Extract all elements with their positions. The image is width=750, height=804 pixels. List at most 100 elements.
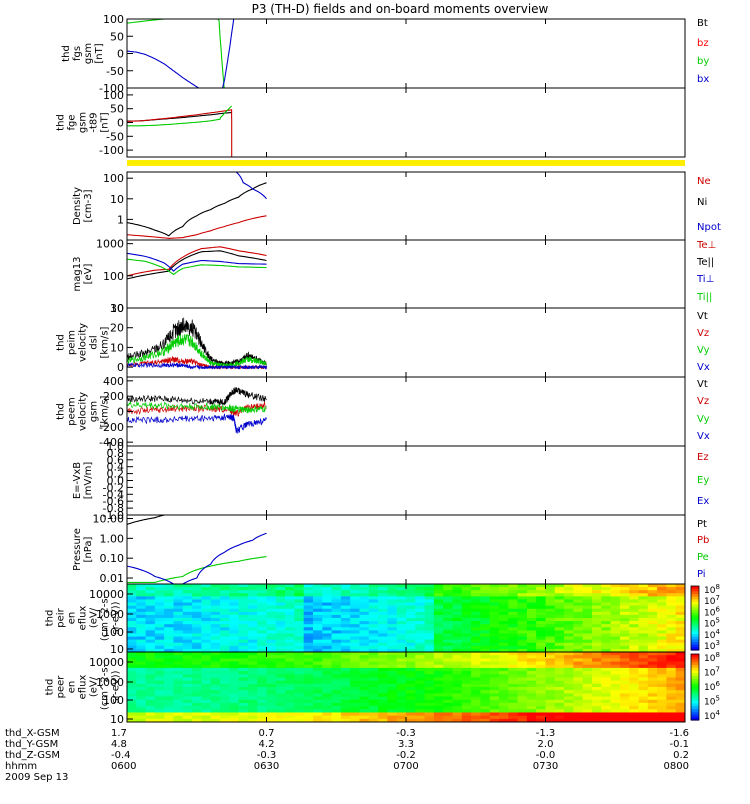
y-axis-label: [km/s] — [100, 326, 111, 358]
heatmap-cell — [127, 652, 137, 656]
heatmap-cell — [564, 605, 574, 610]
heatmap-cell — [471, 664, 481, 669]
heatmap-cell — [210, 587, 221, 591]
heatmap-cell — [247, 599, 258, 604]
heatmap-cell — [350, 642, 361, 647]
heatmap-cell — [350, 696, 361, 701]
heatmap-cell — [136, 605, 147, 610]
heatmap-cell — [471, 599, 481, 604]
heatmap-cell — [220, 709, 230, 714]
heatmap-cell — [313, 680, 323, 685]
heatmap-cell — [229, 584, 240, 588]
heatmap-cell — [406, 602, 416, 607]
heatmap-cell — [489, 677, 500, 682]
heatmap-cell — [359, 661, 370, 666]
heatmap-cell — [210, 642, 221, 647]
heatmap-cell — [247, 645, 258, 650]
heatmap-cell — [285, 596, 295, 601]
heatmap-cell — [378, 587, 388, 591]
heatmap-cell — [201, 593, 212, 597]
heatmap-cell — [619, 690, 630, 694]
heatmap-cell — [657, 645, 667, 650]
heatmap-cell — [154, 655, 165, 659]
heatmap-cell — [629, 611, 640, 616]
heatmap-cell — [517, 718, 528, 722]
heatmap-cell — [647, 605, 658, 610]
heatmap-cell — [294, 645, 305, 650]
heatmap-cell — [545, 642, 556, 647]
heatmap-cell — [666, 593, 677, 597]
heatmap-cell — [275, 630, 286, 635]
heatmap-cell — [610, 614, 621, 619]
heatmap-cell — [294, 699, 305, 704]
heatmap-cell — [359, 648, 370, 652]
colorbar-step — [691, 689, 699, 694]
heatmap-cell — [582, 709, 593, 714]
heatmap-cell — [406, 655, 416, 659]
heatmap-cell — [229, 630, 240, 635]
heatmap-cell — [573, 624, 584, 628]
ephemeris-value: -0.1 — [669, 739, 689, 750]
heatmap-cell — [303, 608, 314, 613]
heatmap-cell — [499, 664, 509, 669]
heatmap-cell — [666, 584, 677, 588]
heatmap-cell — [582, 593, 593, 597]
heatmap-cell — [638, 658, 649, 663]
heatmap-cell — [127, 624, 137, 628]
heatmap-cell — [350, 683, 361, 688]
heatmap-cell — [350, 630, 361, 635]
heatmap-cell — [424, 636, 435, 641]
heatmap-cell — [182, 584, 193, 588]
heatmap-cell — [127, 664, 137, 669]
heatmap-cell — [619, 608, 630, 613]
heatmap-cell — [210, 712, 221, 717]
heatmap-cell — [294, 648, 305, 652]
heatmap-cell — [564, 706, 574, 710]
heatmap-cell — [601, 645, 612, 650]
heatmap-cell — [294, 718, 305, 722]
heatmap-cell — [173, 642, 184, 647]
heatmap-cell — [424, 674, 435, 679]
heatmap-cell — [322, 709, 333, 714]
heatmap-cell — [601, 627, 612, 631]
heatmap-cell — [247, 658, 258, 663]
heatmap-cell — [675, 671, 685, 675]
heatmap-cell — [424, 677, 435, 682]
heatmap-cell — [499, 674, 509, 679]
heatmap-cell — [480, 715, 491, 720]
heatmap-cell — [229, 677, 240, 682]
heatmap-cell — [378, 627, 388, 631]
heatmap-cell — [480, 671, 491, 675]
heatmap-cell — [489, 590, 500, 594]
heatmap-cell — [192, 696, 202, 701]
heatmap-cell — [257, 677, 268, 682]
heatmap-cell — [554, 680, 565, 685]
heatmap-cell — [443, 611, 454, 616]
heatmap-cell — [508, 655, 519, 659]
heatmap-cell — [350, 693, 361, 698]
heatmap-cell — [164, 677, 175, 682]
heatmap-cell — [638, 642, 649, 647]
heatmap-cell — [238, 590, 249, 594]
heatmap-cell — [182, 706, 193, 710]
heatmap-cell — [638, 627, 649, 631]
heatmap-cell — [192, 614, 202, 619]
heatmap-cell — [433, 611, 444, 616]
heatmap-cell — [564, 633, 574, 638]
heatmap-cell — [378, 687, 388, 691]
heatmap-cell — [164, 718, 175, 722]
heatmap-cell — [322, 627, 333, 631]
heatmap-cell — [508, 687, 519, 691]
series-line-fgs — [127, 19, 225, 88]
heatmap-cell — [554, 655, 565, 659]
heatmap-cell — [210, 661, 221, 666]
heatmap-cell — [545, 667, 556, 672]
heatmap-cell — [499, 624, 509, 628]
heatmap-cell — [396, 696, 407, 701]
y-axis-label: eflux — [78, 606, 89, 631]
heatmap-cell — [619, 596, 630, 601]
heatmap-cell — [471, 584, 481, 588]
heatmap-cell — [638, 605, 649, 610]
heatmap-cell — [545, 680, 556, 685]
heatmap-cell — [294, 584, 305, 588]
